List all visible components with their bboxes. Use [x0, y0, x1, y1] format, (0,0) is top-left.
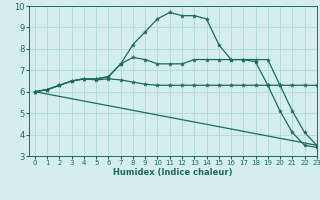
X-axis label: Humidex (Indice chaleur): Humidex (Indice chaleur) — [113, 168, 233, 177]
